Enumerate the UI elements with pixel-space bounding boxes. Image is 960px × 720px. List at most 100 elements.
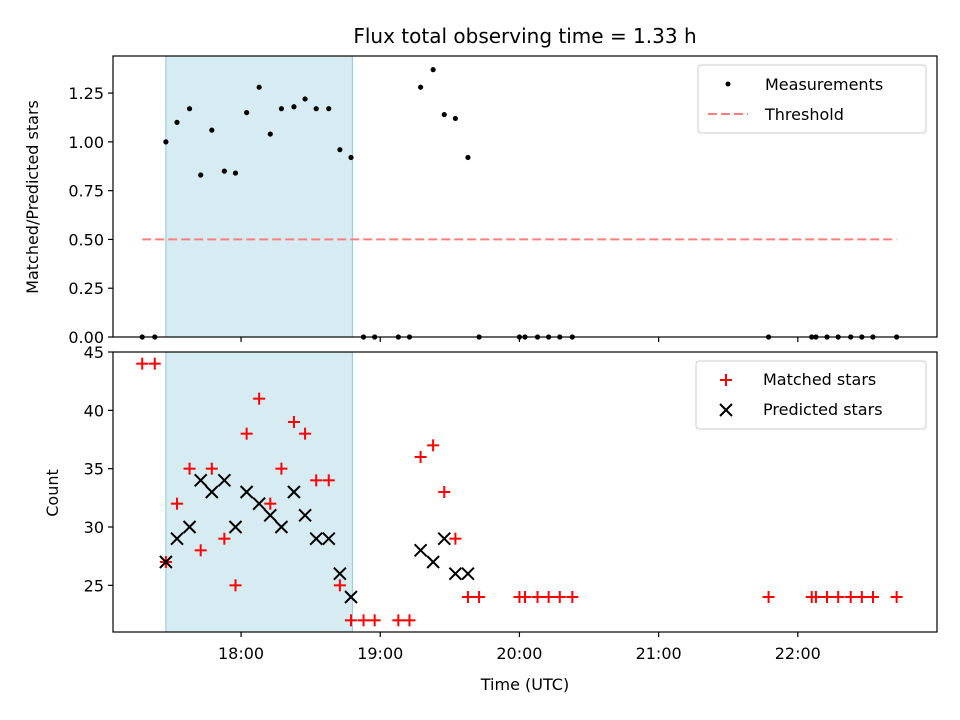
matched-stars-legend-label: Matched stars [763, 370, 876, 389]
top-axes-frame [112, 55, 938, 338]
matched-star-point [218, 532, 231, 545]
matched-star-point [890, 591, 903, 603]
measurement-point [256, 84, 262, 90]
top-y-tick-label: 0.25 [68, 279, 104, 298]
measurement-point [267, 131, 273, 137]
predicted-star-point [193, 473, 208, 488]
predicted-star-point [252, 496, 266, 511]
measurement-point [452, 115, 459, 122]
bottom-legend-box [695, 360, 927, 430]
predicted-stars-points [159, 473, 475, 604]
measurement-point [174, 119, 180, 125]
matched-star-point [229, 579, 242, 592]
matched-star-point [136, 357, 149, 370]
measurement-point [348, 154, 354, 161]
matched-star-point [566, 591, 579, 603]
predicted-star-point [437, 531, 451, 546]
predicted-stars-legend-marker [719, 403, 733, 417]
bottom-y-axis-label: Count [43, 469, 62, 517]
matched-star-point [287, 416, 300, 428]
predicted-stars-legend-label: Predicted stars [763, 400, 883, 419]
bottom-panel: 25 30 35 40 45 18:00 19:00 20:00 21:00 22:00 Cou… [43, 343, 938, 694]
measurement-point [198, 172, 204, 178]
matched-star-point [403, 614, 416, 627]
measurement-point [326, 106, 332, 112]
predicted-star-point [274, 520, 289, 534]
matched-star-point [299, 427, 312, 440]
matched-star-point [553, 591, 566, 603]
matched-star-point [171, 497, 184, 510]
predicted-star-point [461, 566, 475, 581]
bottom-axes-frame [112, 351, 938, 633]
top-y-tick-label: 0.50 [68, 230, 104, 249]
matched-star-point [519, 591, 531, 603]
matched-star-point [148, 357, 161, 370]
predicted-star-point [309, 531, 323, 546]
matched-star-point [240, 427, 253, 440]
matched-star-point [368, 614, 381, 627]
matched-star-point [357, 614, 370, 627]
matched-star-point [253, 392, 266, 405]
measurement-point [313, 106, 319, 112]
bottom-y-tick-label: 30 [84, 518, 104, 537]
bottom-legend: Matched stars Predicted stars [695, 360, 927, 430]
matched-star-point [322, 474, 335, 487]
predicted-star-point [228, 520, 243, 534]
measurement-point [418, 84, 424, 90]
matched-star-point [438, 486, 451, 498]
bottom-y-tick-label: 35 [84, 460, 104, 479]
predicted-star-point [205, 485, 219, 499]
matched-star-point [205, 462, 218, 475]
matched-star-point [264, 497, 277, 510]
top-x-ticks [240, 337, 799, 342]
threshold-legend-label: Threshold [764, 105, 844, 124]
measurement-point [163, 139, 169, 145]
matched-star-point [473, 591, 486, 603]
top-y-tick-label: 1.00 [68, 133, 104, 152]
matched-star-point [832, 591, 845, 603]
measurement-point [291, 104, 297, 110]
bottom-x-ticks: 18:00 19:00 20:00 21:00 22:00 [218, 632, 821, 663]
top-y-tick-label: 1.25 [68, 84, 104, 103]
top-y-tick-label: 0.00 [68, 328, 104, 347]
matched-star-point [194, 544, 207, 557]
measurement-point [278, 106, 285, 112]
measurement-point [430, 67, 436, 73]
matched-star-point [844, 591, 857, 603]
measurement-point [465, 154, 471, 161]
predicted-star-point [239, 485, 254, 499]
top-legend: Measurements Threshold [697, 64, 927, 134]
matched-star-point [531, 591, 544, 603]
matched-stars-legend-marker [720, 374, 732, 386]
predicted-star-point [298, 508, 312, 523]
predicted-star-point [217, 473, 232, 488]
predicted-star-point [170, 531, 184, 546]
top-y-axis-label: Matched/Predicted stars [23, 100, 42, 294]
top-y-tick-label: 0.75 [68, 182, 104, 201]
matched-star-point [809, 591, 822, 603]
matched-star-point [461, 591, 474, 603]
top-legend-box [697, 64, 927, 134]
bottom-y-tick-label: 40 [84, 401, 104, 420]
bottom-x-tick-label: 22:00 [775, 644, 821, 663]
matched-star-point [414, 451, 427, 463]
predicted-star-point [287, 485, 301, 499]
measurement-point [337, 147, 343, 153]
matched-star-point [427, 439, 440, 452]
predicted-star-point [263, 508, 277, 523]
predicted-star-point [333, 566, 347, 581]
x-axis-label: Time (UTC) [480, 675, 569, 694]
matched-stars-points [136, 357, 903, 627]
predicted-star-point [426, 555, 440, 569]
top-panel: 0.00 0.25 0.50 0.75 1.00 1.25 Matched/Predict… [23, 55, 938, 347]
predicted-star-point [344, 590, 358, 604]
matched-star-point [866, 591, 879, 603]
predicted-star-point [448, 566, 463, 581]
predicted-star-point [159, 555, 173, 569]
matched-star-point [821, 591, 834, 603]
chart-title: Flux total observing time = 1.33 h [353, 24, 696, 48]
bottom-y-tick-label: 25 [84, 576, 104, 595]
measurements-legend-marker [725, 81, 731, 87]
bottom-x-tick-label: 21:00 [636, 644, 682, 663]
measurement-point [186, 106, 193, 112]
